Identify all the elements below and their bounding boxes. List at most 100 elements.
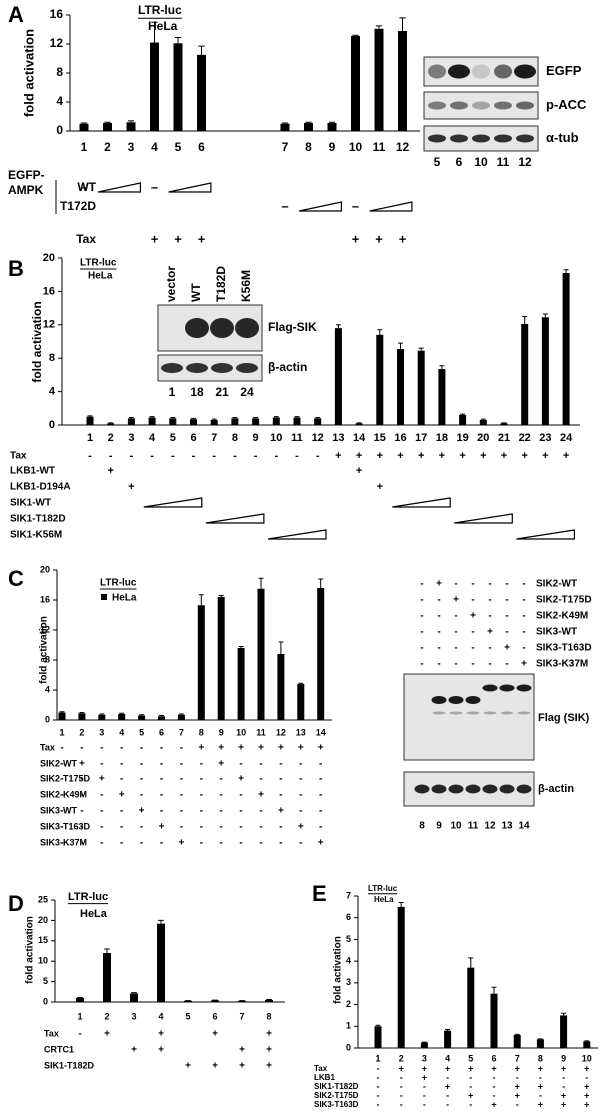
treatment-cell: - — [60, 774, 63, 785]
blot-band — [483, 711, 497, 715]
x-tick-label: 8 — [199, 727, 204, 737]
blot-lane-header: vector — [164, 266, 178, 302]
treatment-cell: + — [352, 231, 360, 246]
x-tick-label: 8 — [266, 1011, 271, 1021]
bar — [157, 923, 165, 1002]
treatment-cell: - — [469, 1072, 472, 1082]
treatment-cell: – — [151, 179, 158, 194]
treatment-cell: - — [180, 806, 183, 817]
treatment-cell: + — [468, 1090, 473, 1100]
x-tick-label: 12 — [396, 140, 410, 154]
error-bar — [127, 120, 135, 123]
blot-label: EGFP — [546, 63, 582, 78]
treatment-cell: + — [584, 1099, 589, 1109]
x-tick-label: 1 — [77, 1011, 82, 1021]
treatment-cell: – — [281, 198, 288, 213]
treatment-cell: + — [218, 759, 224, 770]
error-bar — [139, 714, 145, 716]
treatment-cell: + — [258, 743, 264, 754]
x-tick-label: 6 — [190, 432, 196, 444]
bar — [197, 54, 206, 131]
dose-ramp — [168, 182, 212, 193]
treatment-cell: - — [259, 806, 262, 817]
bar — [536, 1039, 544, 1048]
error-bar — [352, 34, 359, 37]
blot-lane-label: 24 — [240, 385, 254, 399]
panel-label: D — [8, 891, 24, 916]
bar — [138, 715, 146, 720]
blot-band — [449, 711, 463, 715]
blot-condition-label: SIK3-T163D — [536, 643, 592, 654]
error-bar — [198, 45, 205, 55]
treatment-cell: + — [515, 1090, 520, 1100]
blot-condition: - — [420, 579, 423, 590]
error-bar — [281, 122, 289, 124]
bar — [210, 419, 218, 425]
y-axis-label: fold activation — [30, 301, 44, 382]
error-bar — [468, 957, 474, 968]
y-tick-label: 3 — [346, 977, 351, 987]
bar — [398, 30, 407, 132]
blot-condition: - — [437, 643, 440, 654]
error-bar — [399, 17, 406, 31]
blot-lane-label: 21 — [215, 385, 229, 399]
x-tick-label: 5 — [170, 432, 176, 444]
treatment-cell: + — [397, 450, 403, 462]
treatment-cell: + — [584, 1090, 589, 1100]
blot-condition-label: SIK3-WT — [536, 627, 577, 638]
error-bar — [191, 417, 196, 420]
y-tick-label: 4 — [45, 684, 50, 694]
error-bar — [149, 416, 155, 418]
treatment-cell: + — [538, 1081, 543, 1091]
error-bar — [298, 682, 304, 684]
treatment-cell: - — [377, 1099, 380, 1109]
treatment-label: Tax — [40, 742, 55, 752]
treatment-label: T172D — [60, 199, 96, 213]
y-tick-label: 0 — [346, 1042, 351, 1052]
annotation: HeLa — [88, 271, 113, 282]
blot-condition: - — [488, 659, 491, 670]
blot-condition: + — [436, 579, 442, 590]
blot-lane-label: 11 — [497, 155, 510, 169]
treatment-cell: + — [563, 450, 569, 462]
x-tick-label: 22 — [519, 432, 531, 444]
blot-condition: - — [471, 627, 474, 638]
annotation: HeLa — [112, 593, 137, 604]
blot-band — [494, 101, 512, 110]
treatment-cell: + — [318, 838, 324, 849]
x-tick-label: 2 — [79, 727, 84, 737]
blot-lane-label: 11 — [468, 821, 479, 832]
blot-band — [448, 784, 464, 794]
treatment-cell: + — [335, 450, 341, 462]
treatment-cell: - — [259, 759, 262, 770]
y-tick-label: 15 — [38, 935, 48, 945]
treatment-cell: - — [60, 790, 63, 801]
error-bar — [159, 715, 164, 717]
x-tick-label: 7 — [515, 1053, 520, 1063]
blot-band — [186, 363, 208, 373]
treatment-cell: + — [212, 1061, 218, 1072]
blot-condition: - — [454, 627, 457, 638]
treatment-cell: - — [319, 822, 322, 833]
blot-condition: - — [471, 579, 474, 590]
treatment-label: CRTC1 — [44, 1044, 74, 1054]
x-tick-label: 7 — [211, 432, 217, 444]
y-tick-label: 20 — [38, 915, 48, 925]
x-tick-label: 12 — [276, 727, 286, 737]
treatment-cell: - — [239, 822, 242, 833]
error-bar — [563, 269, 569, 274]
treatment-cell: - — [493, 1090, 496, 1100]
bar — [280, 123, 290, 131]
treatment-cell: + — [439, 450, 445, 462]
blot-band — [465, 784, 481, 794]
blot-lane-label: 12 — [518, 155, 532, 169]
bar — [217, 597, 225, 720]
bar — [397, 906, 405, 1048]
treatment-label: SIK1-WT — [10, 498, 51, 509]
treatment-cell: - — [400, 1099, 403, 1109]
blot-lane-label: 18 — [190, 385, 204, 399]
blot-condition: - — [437, 595, 440, 606]
treatment-label: SIK1-K56M — [10, 530, 62, 541]
treatment-cell: + — [131, 1045, 137, 1056]
treatment-cell: - — [516, 1072, 519, 1082]
